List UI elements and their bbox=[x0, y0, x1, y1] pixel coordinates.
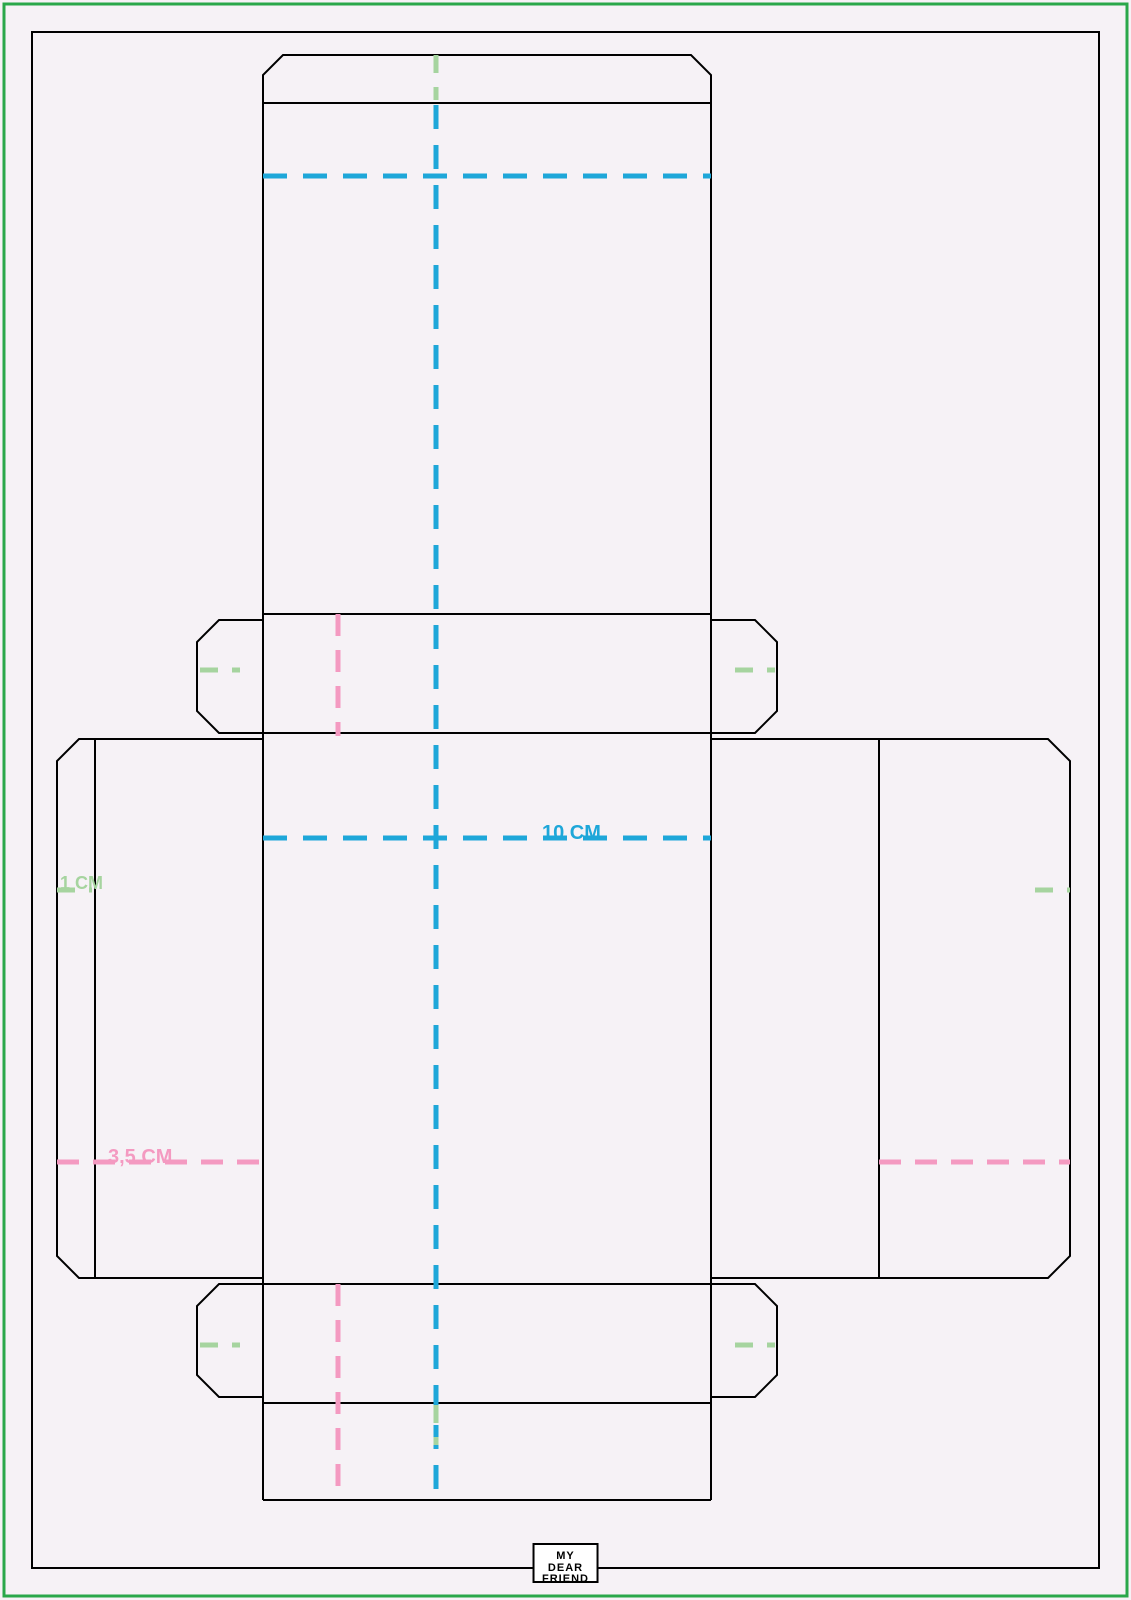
diagram-canvas: 10 CM 3,5 CM 1 CM MY DEAR FRIEND bbox=[0, 0, 1131, 1600]
logo-line-1: MY bbox=[542, 1551, 589, 1563]
brand-logo: MY DEAR FRIEND bbox=[532, 1543, 599, 1583]
width-dimension-label: 10 CM bbox=[542, 822, 601, 845]
depth-dimension-label: 3,5 CM bbox=[108, 1146, 172, 1169]
tab-dimension-label: 1 CM bbox=[60, 873, 103, 894]
logo-line-3: FRIEND bbox=[542, 1574, 589, 1586]
background bbox=[0, 0, 1131, 1600]
template-svg bbox=[0, 0, 1131, 1600]
